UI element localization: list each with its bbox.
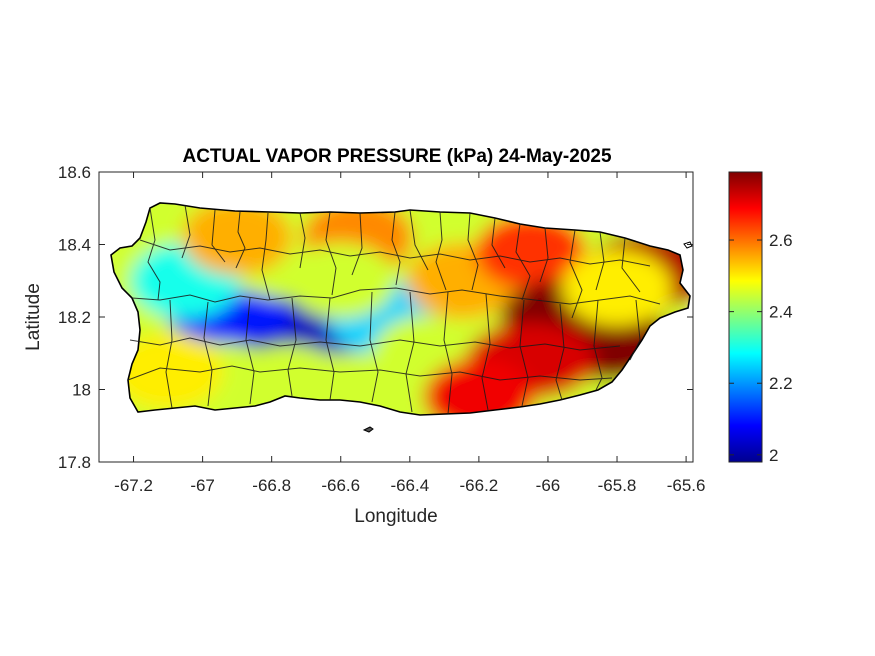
colorbar-ticks: 2.6 2.4 2.2 2 <box>729 231 793 465</box>
municipality-boundary <box>391 211 401 286</box>
municipality-boundary <box>467 212 479 291</box>
municipality-boundary <box>261 212 271 301</box>
municipality-boundary <box>409 209 429 271</box>
field-blob <box>475 213 586 290</box>
municipality-boundaries <box>127 204 661 415</box>
municipality-boundary <box>621 237 641 293</box>
municipality-boundary <box>331 287 571 305</box>
x-axis-label: Longitude <box>354 506 437 527</box>
municipality-boundary <box>515 223 531 301</box>
field-blob <box>182 203 293 276</box>
x-tick-label: -66.4 <box>390 476 429 495</box>
municipality-boundary <box>165 299 173 409</box>
y-tick-label: 17.8 <box>58 453 91 472</box>
colorbar-tick-label: 2 <box>769 446 778 465</box>
municipality-boundary <box>593 299 603 391</box>
municipality-boundary <box>245 297 255 405</box>
municipality-boundary <box>235 211 246 269</box>
municipality-boundary <box>287 297 297 397</box>
municipality-boundary <box>443 291 453 415</box>
colorbar-gradient <box>728 171 763 463</box>
municipality-boundary <box>519 299 529 407</box>
municipality-boundary <box>351 212 363 276</box>
y-tick-label: 18.2 <box>58 308 91 327</box>
municipality-boundary <box>139 239 351 257</box>
municipality-boundary <box>539 227 549 283</box>
municipality-boundary <box>181 204 191 259</box>
plot-area: -67.2 -67 -66.8 -66.6 -66.4 -66.2 -66 -65.8 -65.… <box>58 163 706 495</box>
x-tick-label: -66.6 <box>321 476 360 495</box>
municipality-boundary <box>147 207 161 301</box>
colorbar-tick-label: 2.2 <box>769 374 793 393</box>
x-tick-label: -67 <box>190 476 215 495</box>
x-tick-label: -66 <box>536 476 561 495</box>
municipality-boundary <box>325 297 335 401</box>
municipality-boundary <box>491 217 506 269</box>
y-tick-label: 18 <box>72 381 91 400</box>
municipality-boundary <box>349 251 651 267</box>
y-axis-ticks: 18.6 18.4 18.2 18 17.8 <box>58 163 693 472</box>
x-tick-label: -65.8 <box>598 476 637 495</box>
municipality-boundary <box>339 369 613 381</box>
municipality-boundary <box>569 295 661 305</box>
municipality-boundary <box>325 211 337 296</box>
municipality-boundary <box>435 211 447 291</box>
field-blob <box>562 250 673 326</box>
municipality-boundary <box>629 299 641 361</box>
colorbar: 2.6 2.4 2.2 2 <box>728 171 793 465</box>
field-blob <box>285 242 396 319</box>
x-tick-label: -67.2 <box>114 476 153 495</box>
y-tick-label: 18.4 <box>58 236 91 255</box>
chart-title: ACTUAL VAPOR PRESSURE (kPa) 24-May-2025 <box>182 146 611 167</box>
municipality-boundary <box>369 291 379 403</box>
x-tick-label: -65.6 <box>667 476 706 495</box>
x-tick-label: -66.2 <box>460 476 499 495</box>
y-tick-label: 18.6 <box>58 163 91 182</box>
colorbar-tick-label: 2.6 <box>769 231 793 250</box>
municipality-boundary <box>129 337 361 347</box>
municipality-boundary <box>127 365 341 381</box>
culebra-islet <box>683 241 693 249</box>
municipality-boundary <box>481 293 491 411</box>
colorbar-tick-label: 2.4 <box>769 303 793 322</box>
municipality-boundary <box>405 291 415 413</box>
field-blob <box>113 333 224 410</box>
municipality-boundary <box>131 294 333 303</box>
municipality-boundary <box>299 212 306 269</box>
municipality-boundary <box>569 229 583 319</box>
vieques-islet <box>362 426 374 433</box>
x-axis-ticks: -67.2 -67 -66.8 -66.6 -66.4 -66.2 -66 -65.8 -65.… <box>114 172 705 495</box>
y-axis-label: Latitude <box>23 283 44 351</box>
x-tick-label: -66.8 <box>252 476 291 495</box>
municipality-boundary <box>203 301 213 407</box>
municipality-boundary <box>211 209 226 263</box>
municipality-boundary <box>555 303 565 401</box>
municipality-boundary <box>359 339 621 351</box>
island-outline <box>110 202 691 416</box>
